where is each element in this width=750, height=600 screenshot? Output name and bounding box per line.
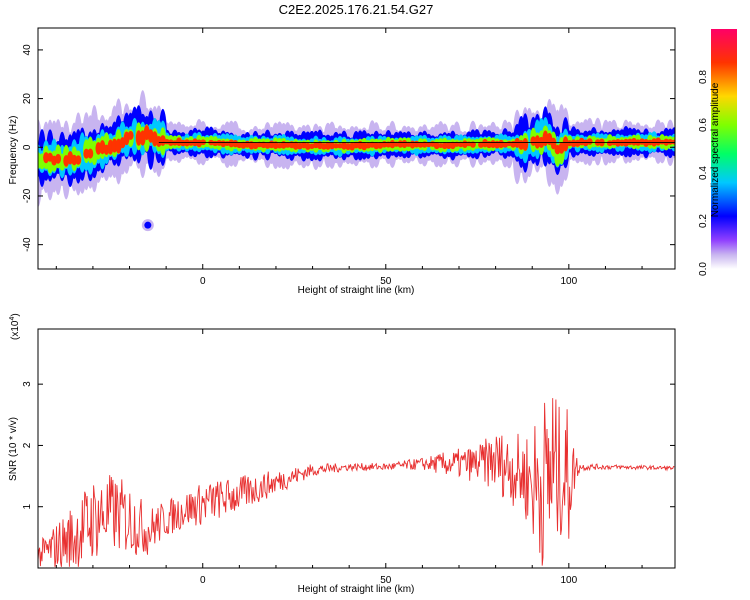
chart-title: C2E2.2025.176.21.54.G27 [279,2,434,17]
spectrogram-cell [421,141,428,148]
spectrogram-cell [614,138,621,147]
colorbar-tick-label: 0.0 [698,262,709,276]
spectrogram-cell [433,142,440,150]
spectrogram-cell [292,141,299,150]
spectrogram-cell [304,142,311,150]
spectrogram-cell [83,148,90,159]
spectrogram-x-ticks: 0 50 100 [55,28,643,287]
spectrogram-cell [127,130,134,140]
snr-x-tick-label: 0 [200,575,206,586]
spectrogram-blob-core [144,221,152,229]
snr-y-tick-label: 2 [22,442,33,448]
spectrogram-panel: 0 50 100 40 20 0 -20 -40 Height of straight li… [8,27,676,296]
snr-x-ticks: 0 50 100 [55,329,643,586]
snr-x-label: Height of straight line (km) [298,584,415,595]
colorbar-tick-label: 0.6 [698,118,709,132]
spectrogram-x-tick-label: 100 [560,276,577,287]
spectrogram-cell [329,142,335,150]
snr-y-label: SNR (10 * v/v) [8,417,19,481]
snr-y-multiplier: (x104) [9,313,21,340]
colorbar-tick-label: 0.4 [698,166,709,180]
snr-x-tick-label: 50 [380,575,392,586]
colorbar-gradient [711,29,737,269]
colorbar: 0.0 0.2 0.4 0.6 0.8 Normalized spectral ampl… [698,29,737,276]
snr-y-multiplier-exp: 4 [9,317,16,321]
snr-y-tick-label: 1 [22,503,33,509]
spectrogram-cell [71,154,78,166]
spectrogram-y-tick-label: -40 [22,237,33,252]
snr-y-ticks: 1 2 3 [22,381,675,509]
spectrogram-cell [55,153,62,164]
snr-y-multiplier-base: (x10 [10,320,21,340]
spectrogram-cell [333,143,339,149]
spectrogram-cell [248,141,255,150]
spectrogram-y-tick-label: 0 [22,144,33,150]
snr-series-line [38,398,675,567]
spectrogram-cell [522,138,529,151]
spectrogram-cell [534,135,541,149]
colorbar-label: Normalized spectral amplitude [710,82,721,217]
spectrogram-y-tick-label: 20 [22,93,33,105]
spectrogram-x-tick-label: 0 [200,276,206,287]
spectrogram-cell [643,139,649,147]
spectrogram-cell [401,139,408,149]
spectrogram-cell [550,137,557,150]
spectrogram-y-ticks: 40 20 0 -20 -40 [22,44,675,252]
spectrogram-cell [280,140,287,149]
spectrogram-cell [184,139,190,147]
spectrogram-x-tick-label: 50 [380,276,392,287]
colorbar-ticks: 0.0 0.2 0.4 0.6 0.8 [698,70,709,276]
snr-y-tick-label: 3 [22,381,33,387]
spectrogram-y-tick-label: -20 [22,188,33,203]
spectrogram-cell [43,152,49,164]
colorbar-tick-label: 0.2 [698,214,709,228]
spectrogram-cell [159,135,166,146]
spectrogram-frame [37,27,676,270]
snr-x-tick-label: 100 [560,575,577,586]
spectrogram-cell [562,136,569,152]
spectrogram-layer [38,90,675,232]
spectrogram-cell [75,155,82,165]
spectrogram-cell [570,139,577,148]
spectrogram-cell [655,137,662,146]
svg-text:(x104): (x104) [9,313,21,340]
spectrogram-cell [135,130,142,146]
spectrogram-cell [272,141,279,150]
spectrogram-cell [470,141,476,148]
spectrogram-cell [228,139,235,148]
spectrogram-cell [87,148,94,159]
snr-plot-area [38,329,675,568]
spectrogram-cell [667,138,674,145]
spectrogram-cell [586,138,593,145]
spectrogram-x-label: Height of straight line (km) [298,285,415,296]
spectrogram-cell [325,141,331,150]
spectrogram-y-tick-label: 40 [22,44,33,56]
snr-panel: 0 50 100 123 Height of straight line (km) … [8,313,676,595]
colorbar-tick-label: 0.8 [698,70,709,84]
snr-frame [37,328,676,569]
spectrogram-y-label: Frequency (Hz) [8,116,19,185]
